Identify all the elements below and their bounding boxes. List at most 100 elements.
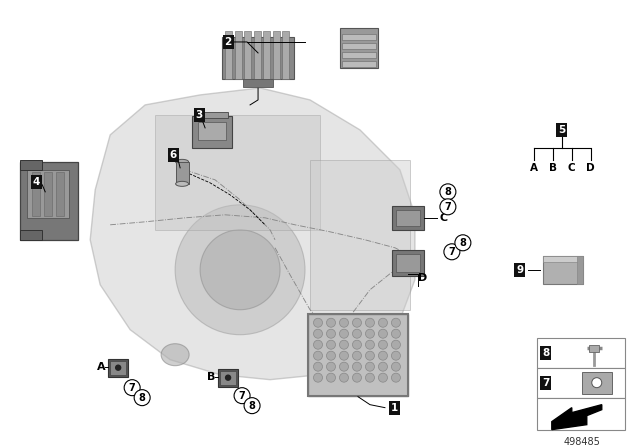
Text: 1: 1	[391, 403, 399, 413]
Bar	[218, 369, 238, 387]
Circle shape	[592, 378, 602, 388]
Bar	[263, 31, 270, 79]
Circle shape	[378, 362, 387, 371]
Circle shape	[378, 351, 387, 360]
Circle shape	[392, 329, 401, 338]
Text: 6: 6	[170, 150, 177, 160]
Circle shape	[392, 318, 401, 327]
Circle shape	[326, 318, 335, 327]
Bar	[273, 31, 280, 79]
Text: 7: 7	[239, 391, 246, 401]
Circle shape	[353, 340, 362, 349]
FancyBboxPatch shape	[308, 314, 408, 396]
Text: 3: 3	[195, 110, 203, 120]
Polygon shape	[552, 405, 602, 430]
Circle shape	[440, 199, 456, 215]
Circle shape	[200, 230, 280, 310]
Ellipse shape	[175, 181, 189, 186]
Text: D: D	[586, 163, 595, 173]
Circle shape	[339, 362, 348, 371]
Polygon shape	[589, 345, 599, 352]
Bar	[244, 31, 251, 79]
Bar	[537, 338, 625, 368]
Bar	[175, 162, 189, 184]
Text: 8: 8	[542, 348, 549, 358]
Text: 8: 8	[248, 401, 255, 411]
FancyBboxPatch shape	[20, 162, 78, 240]
Circle shape	[314, 362, 323, 371]
Circle shape	[365, 351, 374, 360]
Text: B: B	[549, 163, 557, 173]
FancyBboxPatch shape	[155, 115, 320, 230]
Circle shape	[444, 244, 460, 260]
Circle shape	[353, 373, 362, 382]
Text: A: A	[97, 362, 105, 372]
Circle shape	[116, 365, 121, 370]
Bar	[342, 43, 376, 49]
Circle shape	[353, 351, 362, 360]
FancyBboxPatch shape	[392, 250, 424, 276]
Circle shape	[353, 329, 362, 338]
Circle shape	[339, 373, 348, 382]
Circle shape	[326, 340, 335, 349]
FancyBboxPatch shape	[192, 116, 232, 148]
Bar	[220, 370, 236, 385]
Text: 9: 9	[516, 265, 524, 275]
Text: D: D	[418, 273, 427, 283]
Circle shape	[440, 184, 456, 200]
Circle shape	[378, 373, 387, 382]
Circle shape	[455, 235, 471, 251]
Text: 7: 7	[445, 202, 451, 212]
Circle shape	[244, 398, 260, 414]
Bar	[225, 31, 232, 79]
Bar	[577, 256, 583, 284]
Circle shape	[339, 329, 348, 338]
Bar	[110, 361, 126, 375]
Circle shape	[314, 318, 323, 327]
Bar	[198, 122, 226, 140]
Circle shape	[339, 340, 348, 349]
Text: 8: 8	[460, 238, 467, 248]
Circle shape	[134, 390, 150, 405]
Bar	[235, 31, 241, 79]
FancyBboxPatch shape	[582, 372, 612, 394]
FancyBboxPatch shape	[222, 37, 294, 79]
Circle shape	[124, 379, 140, 396]
Circle shape	[314, 351, 323, 360]
Circle shape	[365, 373, 374, 382]
Circle shape	[339, 351, 348, 360]
Circle shape	[365, 340, 374, 349]
Bar	[396, 210, 420, 226]
Bar	[44, 172, 52, 216]
Text: 8: 8	[444, 187, 451, 197]
Text: 498485: 498485	[563, 437, 600, 447]
Text: 8: 8	[139, 392, 145, 403]
Circle shape	[175, 205, 305, 335]
Ellipse shape	[175, 159, 189, 164]
Circle shape	[392, 373, 401, 382]
Bar	[108, 359, 128, 377]
Circle shape	[326, 362, 335, 371]
FancyBboxPatch shape	[20, 160, 42, 170]
FancyBboxPatch shape	[340, 28, 378, 68]
Circle shape	[392, 340, 401, 349]
Bar	[537, 368, 625, 398]
Text: 7: 7	[449, 247, 455, 257]
Text: 5: 5	[558, 125, 565, 135]
Circle shape	[326, 329, 335, 338]
Bar	[282, 31, 289, 79]
Text: 7: 7	[542, 378, 550, 388]
Text: 2: 2	[225, 37, 232, 47]
Text: 4: 4	[33, 177, 40, 187]
Circle shape	[378, 318, 387, 327]
Circle shape	[314, 329, 323, 338]
Ellipse shape	[161, 344, 189, 366]
Circle shape	[365, 329, 374, 338]
Text: A: A	[530, 163, 538, 173]
Circle shape	[365, 318, 374, 327]
Text: 7: 7	[129, 383, 136, 392]
Circle shape	[392, 351, 401, 360]
FancyBboxPatch shape	[310, 160, 410, 310]
FancyBboxPatch shape	[543, 256, 583, 284]
Bar	[543, 256, 583, 262]
